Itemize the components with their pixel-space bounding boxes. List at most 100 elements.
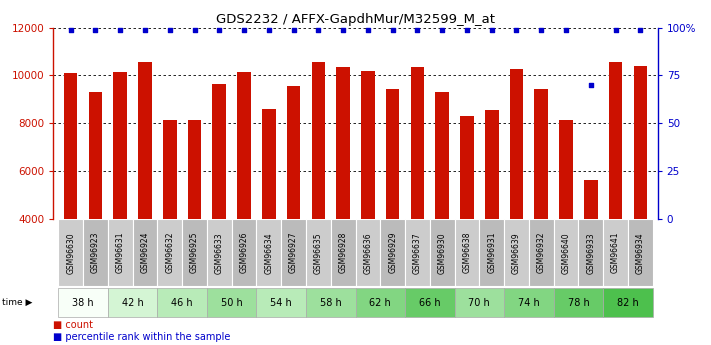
Bar	[163, 120, 176, 219]
Bar	[411, 67, 424, 219]
Text: 50 h: 50 h	[221, 298, 242, 308]
Bar	[132, 219, 157, 286]
Bar	[554, 219, 579, 286]
Text: GSM96634: GSM96634	[264, 232, 273, 274]
Point	[313, 27, 324, 32]
Bar	[361, 71, 375, 219]
Bar	[188, 120, 201, 219]
Text: GSM96638: GSM96638	[462, 232, 471, 274]
Bar	[560, 120, 573, 219]
Title: GDS2232 / AFFX-GapdhMur/M32599_M_at: GDS2232 / AFFX-GapdhMur/M32599_M_at	[216, 13, 495, 27]
Bar	[157, 288, 207, 317]
Text: GSM96929: GSM96929	[388, 232, 397, 274]
Text: GSM96641: GSM96641	[611, 232, 620, 274]
Point	[486, 27, 498, 32]
Bar	[331, 219, 356, 286]
Text: GSM96633: GSM96633	[215, 232, 224, 274]
Bar	[634, 66, 647, 219]
Text: ■ count: ■ count	[53, 320, 93, 330]
Bar	[479, 219, 504, 286]
Text: 58 h: 58 h	[320, 298, 341, 308]
Bar	[182, 219, 207, 286]
Point	[90, 27, 101, 32]
Bar	[58, 288, 108, 317]
Point	[65, 27, 76, 32]
Bar	[435, 92, 449, 219]
Bar	[306, 288, 356, 317]
Bar	[64, 73, 77, 219]
Bar	[207, 219, 232, 286]
Bar	[213, 84, 226, 219]
Bar	[535, 89, 548, 219]
Bar	[454, 219, 479, 286]
Bar	[306, 219, 331, 286]
Text: 54 h: 54 h	[270, 298, 292, 308]
Text: GSM96932: GSM96932	[537, 232, 546, 274]
Bar	[138, 62, 151, 219]
Text: GSM96925: GSM96925	[190, 232, 199, 274]
Bar	[584, 180, 598, 219]
Text: 78 h: 78 h	[567, 298, 589, 308]
Bar	[386, 89, 400, 219]
Text: GSM96639: GSM96639	[512, 232, 521, 274]
Bar	[628, 219, 653, 286]
Point	[437, 27, 448, 32]
Bar	[336, 67, 350, 219]
Bar	[83, 219, 108, 286]
Bar	[380, 219, 405, 286]
Point	[610, 27, 621, 32]
Text: GSM96632: GSM96632	[165, 232, 174, 274]
Bar	[108, 288, 157, 317]
Bar	[529, 219, 554, 286]
Bar	[207, 288, 257, 317]
Point	[114, 27, 126, 32]
Text: GSM96637: GSM96637	[413, 232, 422, 274]
Bar	[262, 109, 276, 219]
Text: 66 h: 66 h	[419, 298, 441, 308]
Text: GSM96928: GSM96928	[338, 232, 348, 273]
Bar	[460, 116, 474, 219]
Text: ■ percentile rank within the sample: ■ percentile rank within the sample	[53, 332, 230, 342]
Text: 46 h: 46 h	[171, 298, 193, 308]
Text: GSM96930: GSM96930	[438, 232, 447, 274]
Point	[362, 27, 373, 32]
Text: GSM96630: GSM96630	[66, 232, 75, 274]
Point	[585, 82, 597, 88]
Text: GSM96926: GSM96926	[240, 232, 249, 274]
Bar	[609, 62, 622, 219]
Point	[535, 27, 547, 32]
Text: GSM96927: GSM96927	[289, 232, 298, 274]
Bar	[89, 92, 102, 219]
Bar	[287, 86, 300, 219]
Bar	[579, 219, 603, 286]
Bar	[510, 69, 523, 219]
Bar	[58, 219, 83, 286]
Text: 74 h: 74 h	[518, 298, 540, 308]
Bar	[157, 219, 182, 286]
Bar	[237, 72, 251, 219]
Bar	[554, 288, 603, 317]
Point	[213, 27, 225, 32]
Bar	[405, 219, 430, 286]
Bar	[603, 219, 628, 286]
Bar	[257, 288, 306, 317]
Bar	[454, 288, 504, 317]
Bar	[108, 219, 132, 286]
Point	[635, 27, 646, 32]
Bar	[356, 288, 405, 317]
Bar	[257, 219, 281, 286]
Text: 42 h: 42 h	[122, 298, 144, 308]
Bar	[356, 219, 380, 286]
Bar	[504, 219, 529, 286]
Bar	[430, 219, 454, 286]
Text: GSM96631: GSM96631	[116, 232, 124, 274]
Point	[288, 27, 299, 32]
Point	[560, 27, 572, 32]
Point	[139, 27, 151, 32]
Point	[387, 27, 398, 32]
Text: 38 h: 38 h	[73, 298, 94, 308]
Text: 82 h: 82 h	[617, 298, 638, 308]
Point	[164, 27, 176, 32]
Text: GSM96923: GSM96923	[91, 232, 100, 274]
Point	[189, 27, 201, 32]
